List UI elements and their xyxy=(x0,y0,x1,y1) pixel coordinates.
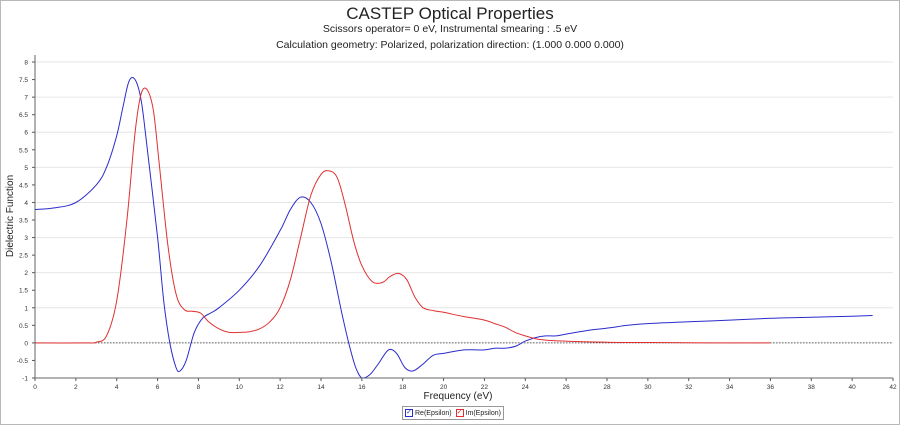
series-lines xyxy=(35,77,873,378)
x-tick-label: 30 xyxy=(644,384,652,391)
x-tick-label: 16 xyxy=(358,384,366,391)
im-epsilon-line xyxy=(35,87,771,344)
y-tick-label: -1 xyxy=(22,376,28,383)
x-tick-label: 26 xyxy=(563,384,571,391)
x-tick-label: 34 xyxy=(726,384,734,391)
x-tick-label: 22 xyxy=(481,384,489,391)
x-tick-label: 18 xyxy=(399,384,407,391)
x-tick-label: 10 xyxy=(236,384,244,391)
legend-label-re: Re(Epsilon) xyxy=(415,409,452,417)
y-tick-label: 4.5 xyxy=(19,182,28,189)
y-tick-label: 2.5 xyxy=(19,253,28,260)
y-axis-label: Dielectric Function xyxy=(5,175,16,257)
chart-subtitle-smearing: Scissors operator= 0 eV, Instrumental sm… xyxy=(322,23,578,35)
x-tick-label: 40 xyxy=(849,384,857,391)
checkbox-check-icon[interactable]: ✓ xyxy=(455,409,464,417)
x-tick-label: 20 xyxy=(440,384,448,391)
x-tick-label: 32 xyxy=(685,384,693,391)
chart-title: CASTEP Optical Properties xyxy=(346,4,554,23)
y-tick-label: -0.5 xyxy=(17,358,29,365)
x-tick-label: 36 xyxy=(767,384,775,391)
y-tick-label: 6.5 xyxy=(19,112,28,119)
re-epsilon-line xyxy=(35,77,873,378)
legend-item-re[interactable]: ✓ Re(Epsilon) xyxy=(405,409,452,417)
x-tick-label: 8 xyxy=(197,384,201,391)
axes: -1 -0.5 0 0.5 1 1.5 2 2.5 3 3.5 4 4.5 5 5.5 6 6.5 7 7.5 8 0… xyxy=(17,55,897,391)
y-tick-label: 7.5 xyxy=(19,77,28,84)
x-tick-label: 0 xyxy=(33,384,37,391)
legend-item-im[interactable]: ✓ Im(Epsilon) xyxy=(455,409,501,417)
legend-label-im: Im(Epsilon) xyxy=(465,409,501,417)
x-tick-label: 4 xyxy=(115,384,119,391)
x-tick-label: 38 xyxy=(808,384,816,391)
y-tick-label: 0.5 xyxy=(19,323,28,330)
gridlines xyxy=(35,61,893,379)
y-tick-label: 3 xyxy=(24,235,28,242)
x-tick-label: 2 xyxy=(74,384,78,391)
y-tick-label: 2 xyxy=(24,270,28,277)
y-tick-label: 7 xyxy=(24,95,28,102)
x-tick-label: 28 xyxy=(603,384,611,391)
y-tick-label: 5.5 xyxy=(19,147,28,154)
y-tick-label: 3.5 xyxy=(19,218,28,225)
y-tick-label: 0 xyxy=(24,340,28,347)
y-tick-label: 4 xyxy=(24,200,28,207)
x-tick-label: 24 xyxy=(522,384,530,391)
checkbox-check-icon[interactable]: ✓ xyxy=(405,409,413,417)
y-tick-label: 6 xyxy=(24,130,28,137)
y-tick-label: 5 xyxy=(24,165,28,172)
chart-subtitle-geometry: Calculation geometry: Polarized, polariz… xyxy=(276,39,624,51)
x-tick-label: 14 xyxy=(317,384,325,391)
x-tick-label: 42 xyxy=(889,384,897,391)
x-tick-label: 6 xyxy=(156,384,160,391)
y-tick-label: 8 xyxy=(24,60,28,67)
y-tick-label: 1 xyxy=(24,305,28,312)
y-tick-label: 1.5 xyxy=(19,288,28,295)
x-axis-label: Frequency (eV) xyxy=(424,391,493,402)
legend: ✓ Re(Epsilon) ✓ Im(Epsilon) xyxy=(402,406,504,420)
x-tick-label: 12 xyxy=(277,384,285,391)
